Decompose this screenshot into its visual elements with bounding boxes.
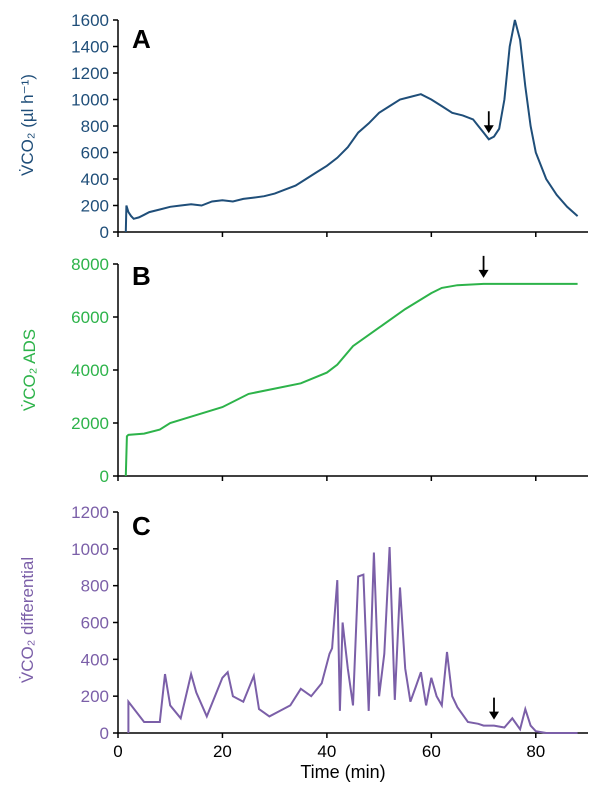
panel-a-y-tick-label: 400: [81, 170, 109, 189]
panel-b-ylabel: V̇CO₂ ADS: [20, 329, 39, 411]
panel-c-y-tick-label: 400: [81, 650, 109, 669]
x-tick-label: 0: [113, 742, 122, 761]
panel-b-arrow: [478, 255, 489, 278]
panel-c: C V̇CO₂ differential 0200400600800100012…: [18, 503, 588, 761]
panel-c-y-tick-label: 0: [100, 724, 109, 743]
panel-c-y-tick-label: 600: [81, 614, 109, 633]
panel-a-y-tick-label: 1400: [71, 38, 109, 57]
panel-b-series-line: [124, 282, 578, 477]
panel-a-y-tick-label: 1000: [71, 91, 109, 110]
panel-a-y-tick-label: 800: [81, 117, 109, 136]
panel-c-y-ticks: 0 200 400 600 800 1000 1200: [71, 503, 118, 743]
x-tick-label: 60: [422, 742, 441, 761]
panel-b: B V̇CO₂ ADS 0 2000 4000 6000 8000: [20, 255, 588, 486]
panel-c-ylabel: V̇CO₂ differential: [18, 557, 37, 683]
panel-a-series-line: [124, 19, 579, 233]
panel-a-y-tick-label: 1600: [71, 11, 109, 30]
panel-c-arrow: [489, 697, 499, 720]
x-tick-label: 80: [526, 742, 545, 761]
panel-b-y-tick-label: 6000: [71, 308, 109, 327]
panel-b-arrow-head: [478, 269, 489, 278]
panel-c-y-tick-label: 1000: [71, 540, 109, 559]
panel-c-arrow-head: [489, 711, 499, 720]
panel-a-ylabel: V̇CO₂ (µl h⁻¹): [18, 74, 37, 176]
panel-c-x-ticks: 0 20 40 60 80: [113, 733, 545, 761]
panel-a-arrow: [483, 111, 494, 134]
x-tick-label: 40: [317, 742, 336, 761]
x-tick-label: 20: [213, 742, 232, 761]
panel-a: A V̇CO₂ (µl h⁻¹) 0 200 400 600 800 1000 1200 14…: [18, 11, 588, 242]
panel-a-x-ticks: [117, 232, 537, 237]
panel-a-y-tick-label: 600: [81, 144, 109, 163]
panel-a-y-tick-label: 0: [100, 223, 109, 242]
panel-c-y-tick-label: 800: [81, 577, 109, 596]
panel-b-y-tick-label: 8000: [71, 255, 109, 274]
panel-b-y-tick-label: 2000: [71, 414, 109, 433]
panel-c-series-line: [127, 546, 578, 734]
panel-a-y-ticks: 0 200 400 600 800 1000 1200 1400 1600: [71, 11, 118, 242]
panel-c-y-tick-label: 200: [81, 687, 109, 706]
panel-a-y-tick-label: 200: [81, 197, 109, 216]
panel-b-y-tick-label: 0: [100, 467, 109, 486]
panel-a-label: A: [132, 24, 151, 54]
panel-c-label: C: [132, 511, 151, 541]
panel-a-arrow-head: [483, 125, 494, 134]
panel-a-y-tick-label: 1200: [71, 64, 109, 83]
panel-b-y-tick-label: 4000: [71, 361, 109, 380]
panel-c-y-tick-label: 1200: [71, 503, 109, 522]
x-axis-title: Time (min): [300, 762, 385, 782]
panel-b-x-ticks: [117, 476, 537, 481]
panel-b-y-ticks: 0 2000 4000 6000 8000: [71, 255, 118, 486]
panel-b-label: B: [132, 261, 151, 291]
